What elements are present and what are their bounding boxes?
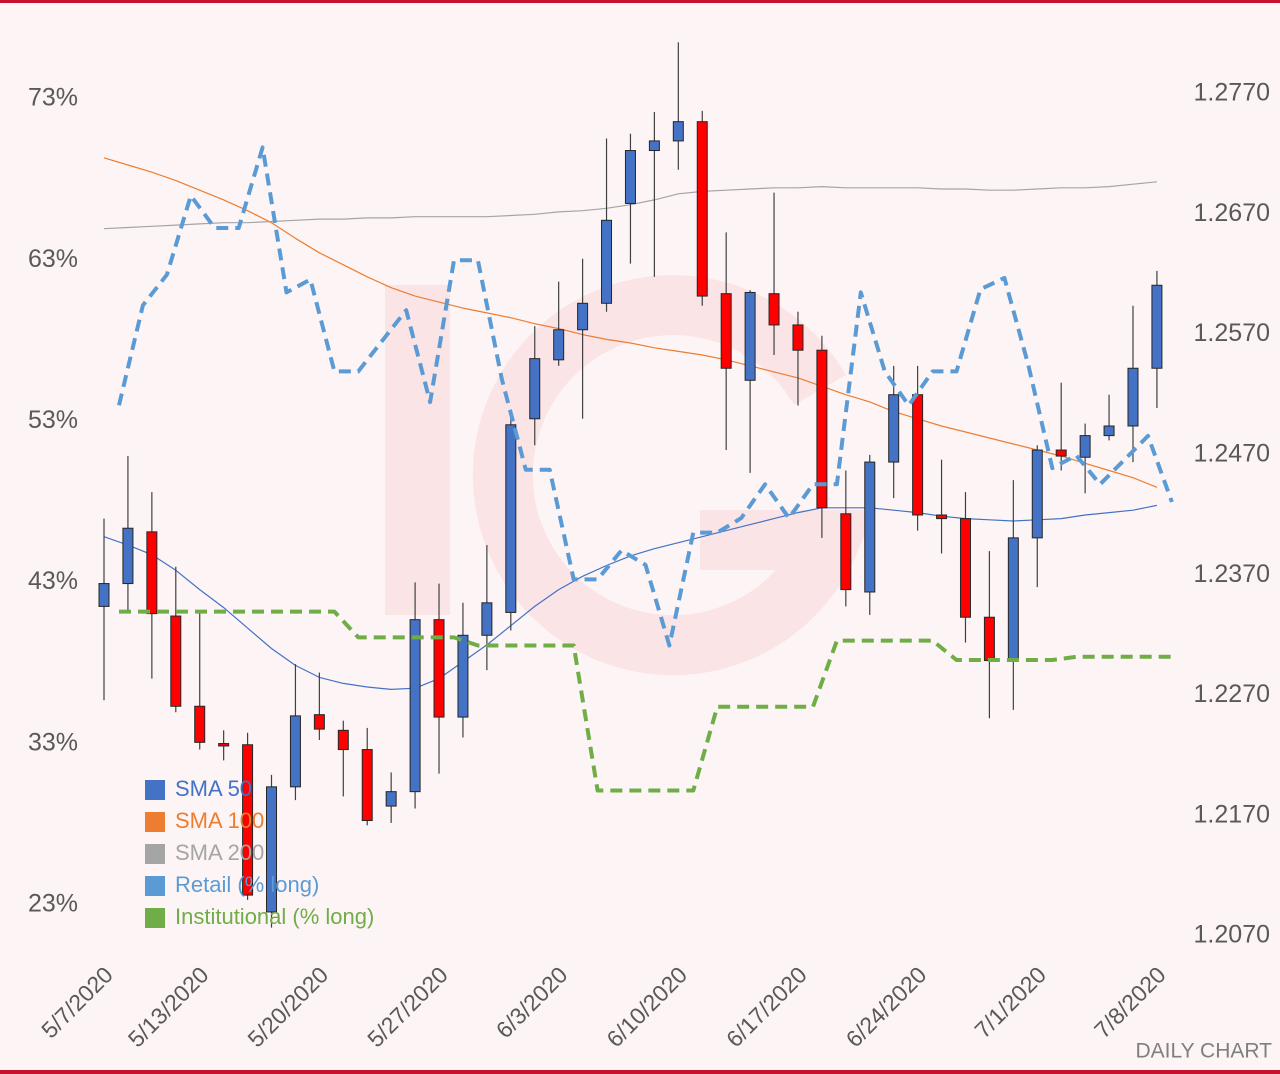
candle-body bbox=[529, 358, 541, 420]
y-tick-label: 53% bbox=[28, 406, 78, 434]
candle-body bbox=[864, 461, 876, 593]
legend-label: SMA 50 bbox=[175, 776, 252, 801]
candle-body bbox=[672, 121, 684, 142]
candle-body bbox=[122, 527, 134, 585]
legend-swatch bbox=[145, 844, 165, 864]
legend-swatch bbox=[145, 780, 165, 800]
candle-body bbox=[840, 513, 852, 591]
candle-body bbox=[936, 514, 948, 520]
legend-swatch bbox=[145, 908, 165, 928]
legend-swatch bbox=[145, 812, 165, 832]
y2-tick-label: 1.2470 bbox=[1194, 439, 1270, 467]
candle-body bbox=[720, 293, 732, 369]
candle-body bbox=[1103, 425, 1115, 437]
legend-label: SMA 200 bbox=[175, 840, 264, 865]
legend-label: Institutional (% long) bbox=[175, 904, 374, 929]
y2-tick-label: 1.2570 bbox=[1194, 319, 1270, 347]
candle-body bbox=[313, 714, 325, 730]
candle-body bbox=[768, 293, 780, 326]
watermark-g bbox=[472, 275, 875, 676]
candle-body bbox=[146, 531, 158, 615]
candle-body bbox=[1007, 537, 1019, 662]
y2-tick-label: 1.2170 bbox=[1194, 800, 1270, 828]
candle-body bbox=[577, 302, 589, 331]
candle-body bbox=[983, 616, 995, 662]
candle-body bbox=[457, 634, 469, 718]
legend-label: SMA 100 bbox=[175, 808, 264, 833]
y2-tick-label: 1.2070 bbox=[1194, 921, 1270, 949]
candle-body bbox=[266, 786, 278, 913]
candle-body bbox=[242, 744, 254, 896]
candle-body bbox=[98, 583, 110, 607]
candle-body bbox=[696, 121, 708, 297]
candle-body bbox=[409, 619, 421, 793]
series-line bbox=[119, 609, 1172, 793]
candle-body bbox=[912, 394, 924, 516]
candle-body bbox=[601, 219, 613, 304]
candle-body bbox=[1079, 435, 1091, 458]
plot-area: 23% 33% 43% 53% 63% 73% 1.2070 1.2170 1.2270 1.23… bbox=[28, 42, 1270, 1052]
candle-body bbox=[648, 140, 660, 152]
watermark-i bbox=[385, 285, 450, 615]
candle-body bbox=[289, 715, 301, 788]
candle-body bbox=[218, 743, 230, 747]
series-line bbox=[103, 157, 1158, 488]
candle-body bbox=[481, 602, 493, 636]
candle-body bbox=[792, 324, 804, 351]
y-tick-label: 33% bbox=[28, 728, 78, 756]
y-tick-label: 63% bbox=[28, 245, 78, 273]
series-line bbox=[117, 145, 1174, 648]
candle-body bbox=[433, 619, 445, 718]
candle-body bbox=[816, 349, 828, 509]
candle-body bbox=[1127, 367, 1139, 427]
candle-body bbox=[1151, 284, 1163, 369]
y-tick-label: 43% bbox=[28, 567, 78, 595]
legend-swatch bbox=[145, 876, 165, 896]
top-border bbox=[0, 0, 1280, 3]
candle-body bbox=[170, 615, 182, 707]
y2-tick-label: 1.2670 bbox=[1194, 199, 1270, 227]
y-tick-label: 73% bbox=[28, 84, 78, 112]
candle-body bbox=[361, 749, 373, 822]
candle-body bbox=[553, 329, 565, 361]
legend-label: Retail (% long) bbox=[175, 872, 319, 897]
candle-body bbox=[624, 150, 636, 204]
candle-body bbox=[505, 424, 517, 613]
y2-tick-label: 1.2270 bbox=[1194, 680, 1270, 708]
candle-body bbox=[385, 791, 397, 807]
candle-body bbox=[1031, 449, 1043, 539]
annotation: DAILY CHART bbox=[1135, 1040, 1272, 1063]
candle-body bbox=[337, 729, 349, 751]
y-tick-label: 23% bbox=[28, 890, 78, 918]
candle-body bbox=[888, 394, 900, 463]
candle-body bbox=[1055, 449, 1067, 457]
candle-body bbox=[959, 518, 971, 618]
candle-body bbox=[744, 291, 756, 381]
bottom-border bbox=[0, 1070, 1280, 1074]
candle-body bbox=[194, 705, 206, 743]
y2-tick-label: 1.2770 bbox=[1194, 79, 1270, 107]
y2-tick-label: 1.2370 bbox=[1194, 560, 1270, 588]
